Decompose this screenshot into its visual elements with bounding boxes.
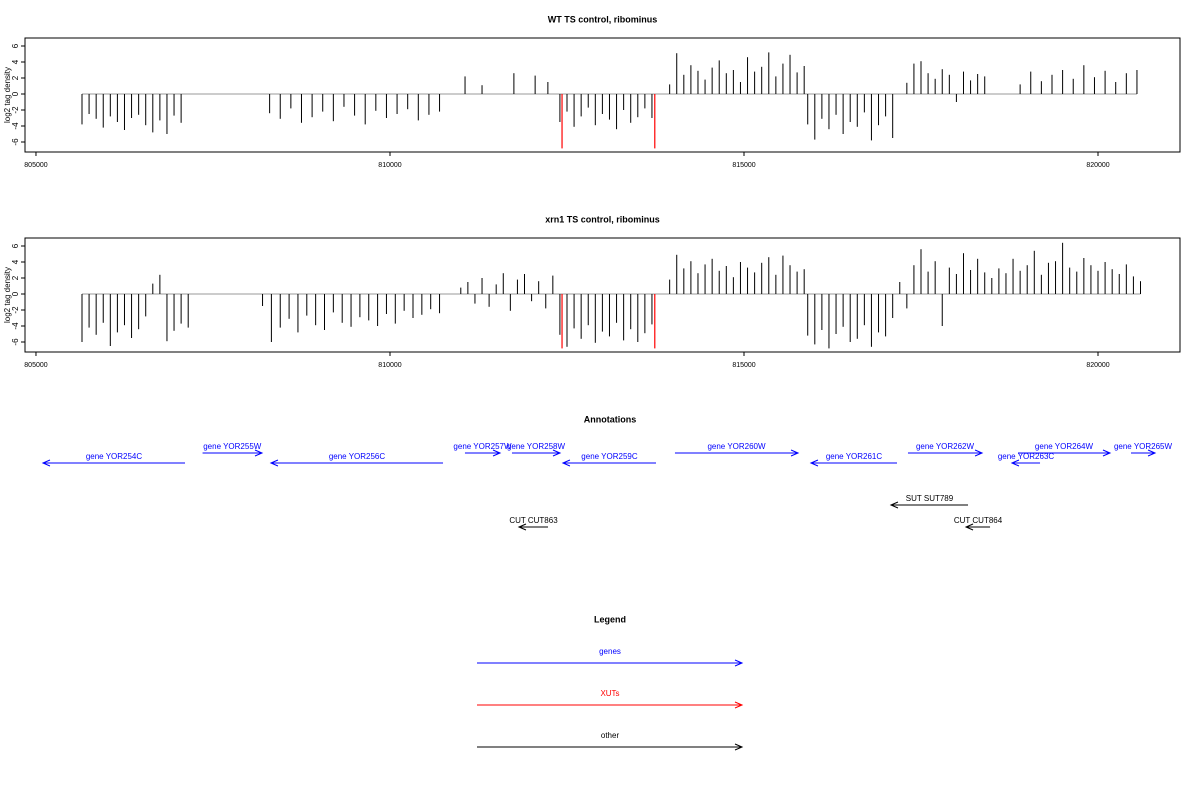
legend-label: other: [601, 731, 620, 740]
panel-title: WT TS control, ribominus: [548, 14, 658, 24]
feature-arrow-head: [561, 459, 571, 467]
feature-label: gene YOR257W: [453, 442, 512, 451]
y-tick-label: -2: [11, 306, 20, 314]
y-tick-label: 0: [11, 91, 20, 96]
feature-arrow-head: [254, 449, 264, 457]
y-tick-label: -2: [11, 106, 20, 114]
plot-frame: [24, 237, 1181, 353]
y-tick-label: 0: [11, 291, 20, 296]
y-tick-label: 6: [11, 43, 20, 48]
x-tick-label: 810000: [378, 162, 401, 169]
y-tick-label: 2: [11, 75, 20, 80]
feature-arrow-head: [964, 523, 974, 531]
feature-label: gene YOR264W: [1035, 442, 1094, 451]
feature-label: gene YOR255W: [203, 442, 262, 451]
feature-label: gene YOR259C: [581, 452, 638, 461]
feature-arrow-head: [790, 449, 800, 457]
feature-label: gene YOR258W: [507, 442, 566, 451]
feature-arrow-head: [517, 523, 527, 531]
feature-arrow-head: [889, 501, 899, 509]
x-tick-label: 805000: [24, 362, 47, 369]
feature-arrow-head: [41, 459, 51, 467]
annotations-title: Annotations: [584, 414, 637, 424]
legend-arrow-head: [734, 743, 744, 751]
feature-label: gene YOR254C: [86, 452, 143, 461]
legend-arrow-head: [734, 701, 744, 709]
x-tick-label: 805000: [24, 162, 47, 169]
y-tick-label: -6: [11, 138, 20, 146]
y-axis-label: log2 tag density: [3, 67, 12, 123]
feature-label: gene YOR265W: [1114, 442, 1173, 451]
feature-arrow-head: [974, 449, 984, 457]
x-tick-label: 820000: [1086, 362, 1109, 369]
feature-label: CUT CUT864: [954, 516, 1003, 525]
y-tick-label: 6: [11, 243, 20, 248]
y-tick-label: 4: [11, 259, 20, 264]
feature-label: CUT CUT863: [509, 516, 558, 525]
feature-label: gene YOR263C: [998, 452, 1055, 461]
feature-label: gene YOR262W: [916, 442, 975, 451]
y-tick-label: -4: [11, 122, 20, 130]
legend-arrow-head: [734, 659, 744, 667]
x-tick-label: 820000: [1086, 162, 1109, 169]
feature-label: gene YOR260W: [707, 442, 766, 451]
feature-arrow-head: [1102, 449, 1112, 457]
panel-title: xrn1 TS control, ribominus: [545, 214, 660, 224]
feature-arrow-head: [1010, 459, 1020, 467]
plot-frame: [24, 37, 1181, 153]
y-tick-label: 2: [11, 275, 20, 280]
feature-arrow-head: [1147, 449, 1157, 457]
legend-title: Legend: [594, 614, 626, 624]
feature-label: gene YOR261C: [826, 452, 883, 461]
legend-label: XUTs: [600, 689, 619, 698]
feature-label: gene YOR256C: [329, 452, 386, 461]
x-tick-label: 815000: [732, 162, 755, 169]
feature-arrow-head: [492, 449, 502, 457]
feature-arrow-head: [809, 459, 819, 467]
y-tick-label: -6: [11, 338, 20, 346]
y-tick-label: -4: [11, 322, 20, 330]
legend-label: genes: [599, 647, 621, 656]
feature-label: SUT SUT789: [906, 494, 954, 503]
x-tick-label: 810000: [378, 362, 401, 369]
feature-arrow-head: [552, 449, 562, 457]
x-tick-label: 815000: [732, 362, 755, 369]
feature-arrow-head: [269, 459, 279, 467]
y-axis-label: log2 tag density: [3, 267, 12, 323]
y-tick-label: 4: [11, 59, 20, 64]
